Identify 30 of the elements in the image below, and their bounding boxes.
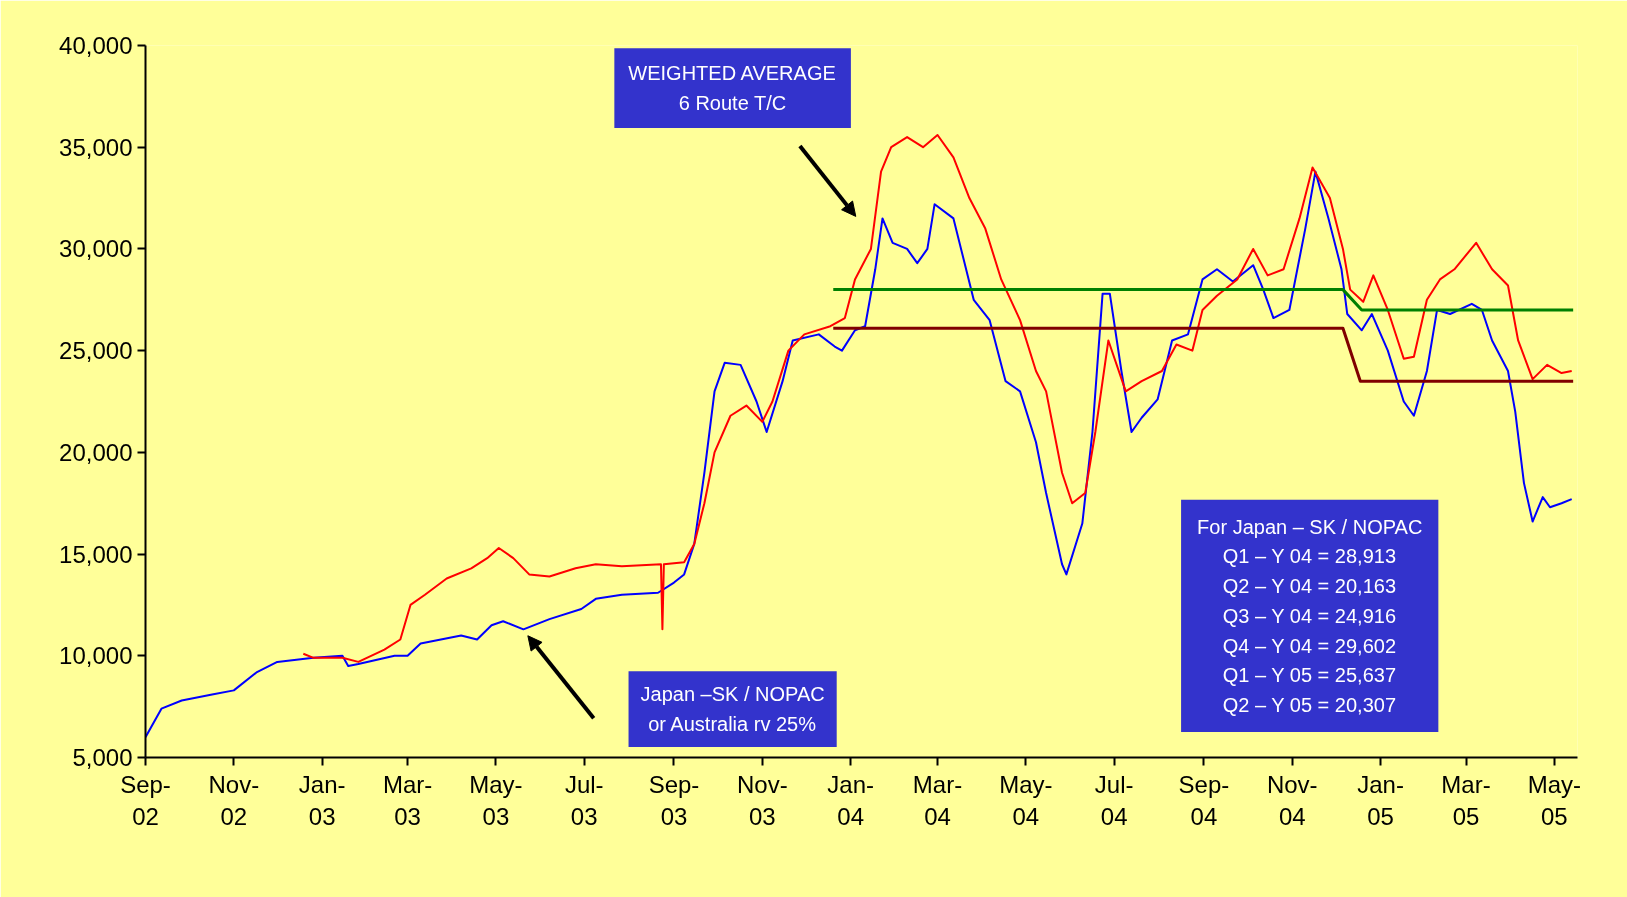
x-tick-label: Nov- 03 [736, 770, 788, 830]
x-tick-label: May- 04 [999, 770, 1053, 830]
annotation: Japan –SK / NOPAC or Australia rv 25% [640, 683, 825, 735]
x-tick-label: Jul- 03 [564, 770, 604, 830]
x-tick-label: May- 03 [469, 770, 523, 830]
y-tick-label: 40,000 [59, 32, 133, 59]
x-tick-label: Mar- 04 [912, 770, 963, 830]
y-tick-label: 35,000 [59, 133, 133, 161]
x-tick-label: Jan- 04 [827, 770, 874, 830]
line-series [145, 170, 1573, 739]
y-tick-label: 25,000 [59, 337, 133, 365]
annotation: For Japan – SK / NOPAC Q1 – Y 04 = 28,913 Q2 – Y 04 = 20,163 Q3 – Y 04 = 24,916 Q4 – Y 04 = 29,602 Q1 – Y 05 = 25,637 Q2 – Y 05 = 20,307 [1197, 515, 1423, 716]
x-tick-label: Jan- 03 [298, 770, 346, 830]
x-tick-label: Mar- 03 [382, 770, 433, 830]
x-tick-label: May- 05 [1527, 770, 1582, 830]
y-tick-label: 30,000 [59, 235, 133, 263]
x-tick-label: Nov- 02 [208, 770, 260, 830]
x-tick-label: Jan- 05 [1357, 770, 1404, 830]
y-tick-label: 5,000 [72, 744, 133, 771]
line-series [302, 134, 1573, 663]
x-tick-label: Sep- 02 [120, 770, 171, 830]
x-tick-label: Sep- 03 [648, 770, 700, 830]
x-tick-label: Mar- 05 [1441, 770, 1491, 830]
y-tick-label: 20,000 [59, 438, 133, 466]
y-tick-label: 15,000 [59, 540, 133, 568]
annotation: WEIGHTED AVERAGE 6 Route T/C [628, 62, 836, 115]
x-tick-label: Nov- 04 [1266, 770, 1318, 830]
x-tick-label: Jul- 04 [1094, 770, 1134, 830]
y-tick-label: 10,000 [59, 642, 133, 670]
x-tick-label: Sep- 04 [1178, 770, 1230, 830]
